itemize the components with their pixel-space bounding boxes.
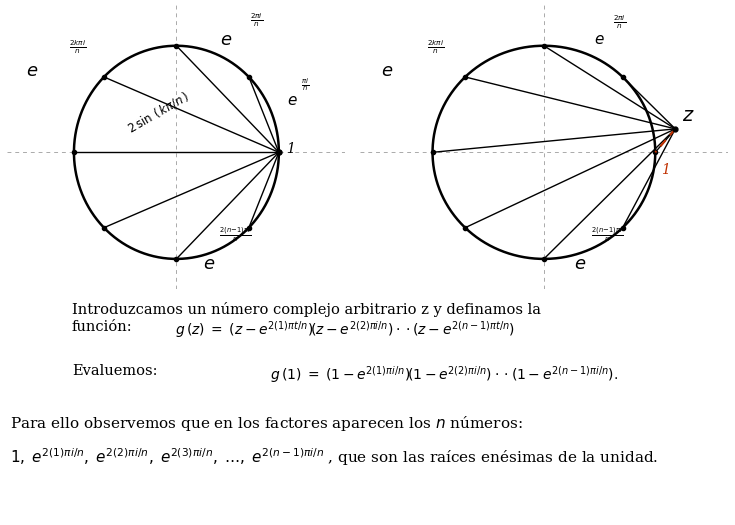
Text: $1,\;e^{2(1)\pi i/n},\;e^{2(2)\pi i/n},\;e^{2(3)\pi i/n},\;\ldots,\;e^{2(n-1)\pi: $1,\;e^{2(1)\pi i/n},\;e^{2(2)\pi i/n},\… bbox=[10, 446, 659, 468]
Text: Introduzcamos un número complejo arbitrario z y definamos la: Introduzcamos un número complejo arbitra… bbox=[72, 301, 541, 317]
Text: $\frac{2k\pi i}{n}$: $\frac{2k\pi i}{n}$ bbox=[427, 39, 444, 56]
Text: $g\,(z)\;=\;\left(z-e^{2(1)\pi t/n}\right)\!\left(z-e^{2(2)\pi i/n}\right)\cdot\: $g\,(z)\;=\;\left(z-e^{2(1)\pi t/n}\righ… bbox=[175, 320, 515, 341]
Text: Evaluemos:: Evaluemos: bbox=[72, 364, 157, 377]
Text: $e$: $e$ bbox=[595, 34, 605, 47]
Text: $\frac{2\pi i}{n}$: $\frac{2\pi i}{n}$ bbox=[613, 14, 626, 31]
Text: $\frac{2\pi i}{n}$: $\frac{2\pi i}{n}$ bbox=[250, 12, 263, 29]
Text: $e$: $e$ bbox=[574, 255, 587, 272]
Text: $\frac{\pi i}{n}$: $\frac{\pi i}{n}$ bbox=[301, 76, 309, 93]
Text: $e$: $e$ bbox=[220, 32, 233, 49]
Text: 1: 1 bbox=[661, 163, 670, 177]
Text: $e$: $e$ bbox=[203, 255, 215, 272]
Text: 1: 1 bbox=[286, 142, 295, 156]
Text: $\frac{2(n{-}1)\pi i}{n}$: $\frac{2(n{-}1)\pi i}{n}$ bbox=[591, 226, 623, 244]
Text: $\frac{2(n{-}1)\pi i}{n}$: $\frac{2(n{-}1)\pi i}{n}$ bbox=[220, 226, 251, 244]
Text: $2\,\sin\,(\,k\pi/n\,)$: $2\,\sin\,(\,k\pi/n\,)$ bbox=[124, 88, 192, 135]
Text: $z$: $z$ bbox=[682, 107, 695, 124]
Text: $e$: $e$ bbox=[381, 62, 393, 80]
Text: $e$: $e$ bbox=[287, 94, 298, 108]
Text: $g\,(1)\;=\;\left(1-e^{2(1)\pi i/n}\right)\!\left(1-e^{2(2)\pi i/n}\right)\cdot\: $g\,(1)\;=\;\left(1-e^{2(1)\pi i/n}\righ… bbox=[270, 364, 618, 385]
Text: función:: función: bbox=[72, 320, 132, 333]
Text: $e$: $e$ bbox=[26, 62, 38, 80]
Text: Para ello observemos que en los factores aparecen los $n$ números:: Para ello observemos que en los factores… bbox=[10, 414, 523, 433]
Text: $\frac{2k\pi i}{n}$: $\frac{2k\pi i}{n}$ bbox=[69, 39, 86, 56]
